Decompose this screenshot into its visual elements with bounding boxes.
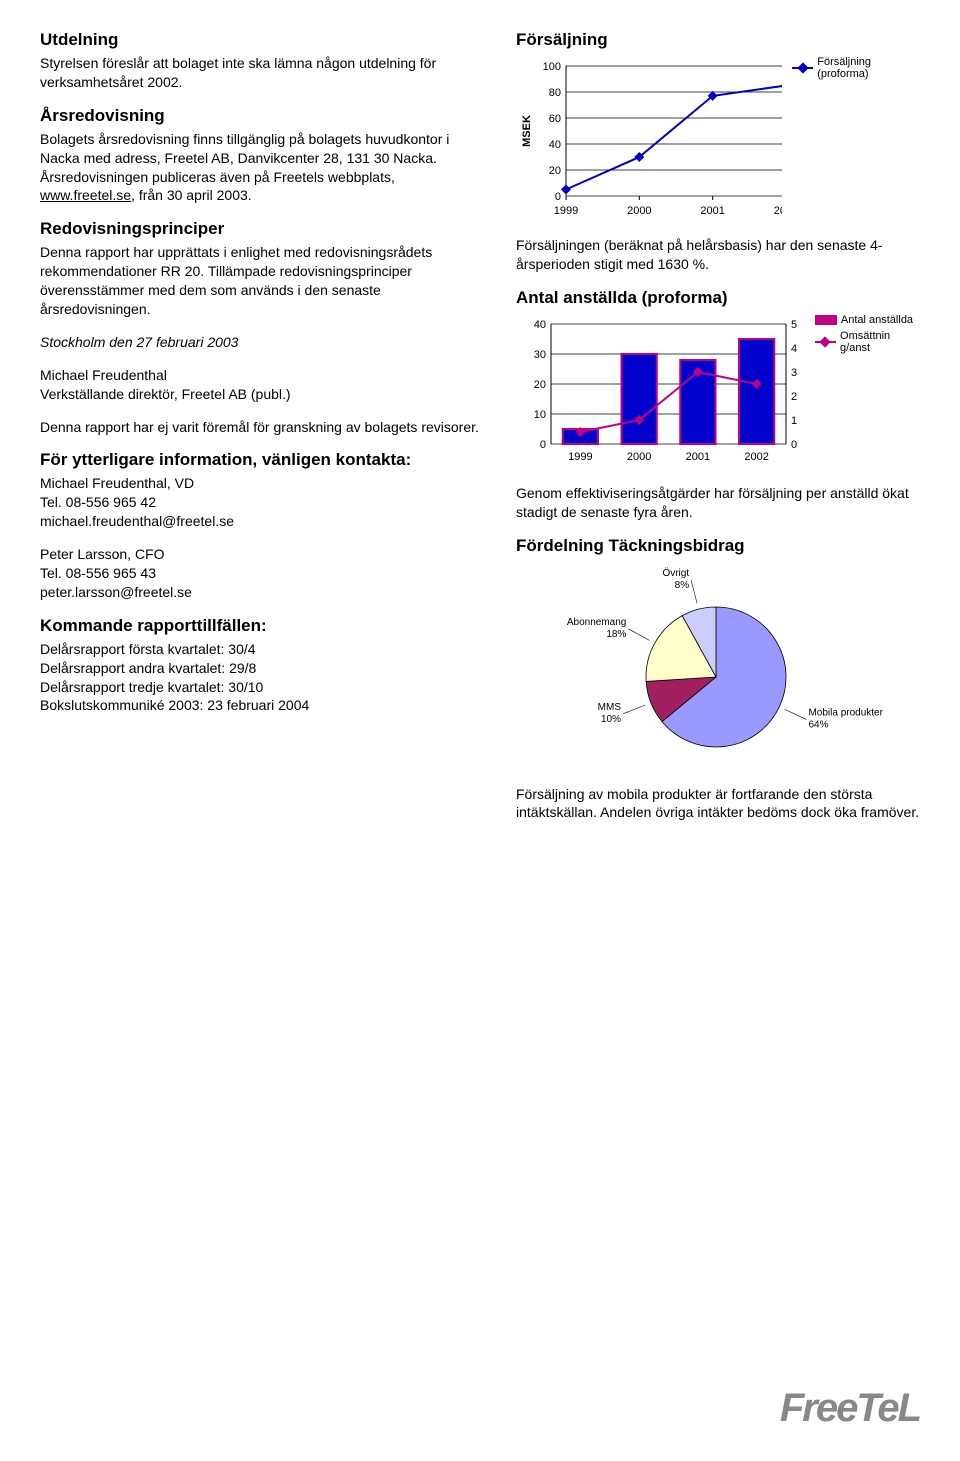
forsaljning-caption: Försäljningen (beräknat på helårsbasis) …	[516, 236, 920, 274]
svg-text:80: 80	[549, 87, 561, 99]
svg-text:1: 1	[791, 415, 797, 427]
svg-text:20: 20	[549, 165, 561, 177]
svg-text:2002: 2002	[744, 451, 768, 463]
svg-text:2002: 2002	[774, 205, 783, 217]
k1: Delårsrapport första kvartalet: 30/4	[40, 641, 256, 657]
svg-text:4: 4	[791, 343, 797, 355]
contact-2-tel: Tel. 08-556 965 43	[40, 565, 156, 581]
anstallda-legend: Antal anställda Omsättnin g/anst	[815, 314, 920, 354]
svg-text:0: 0	[791, 439, 797, 451]
svg-text:MSEK: MSEK	[521, 115, 533, 147]
bar-swatch-icon	[815, 315, 837, 325]
forsaljning-heading: Försäljning	[516, 30, 920, 50]
svg-text:0: 0	[555, 191, 561, 203]
pie-chart-svg: Mobila produkter64% MMS10% Abonnemang18% Öv…	[516, 562, 916, 772]
contact-2-mail: peter.larsson@freetel.se	[40, 584, 192, 600]
anstallda-chart: 0 10 20 30 40 0 1 2 3 4 5 1999 2000 2001 2002 Antal an…	[516, 314, 920, 474]
tackningsbidrag-heading: Fördelning Täckningsbidrag	[516, 536, 920, 556]
svg-text:Abonnemang: Abonnemang	[567, 616, 627, 627]
freetel-logo: FreeTeL	[780, 1386, 920, 1431]
signatory-block: Michael Freudenthal Verkställande direkt…	[40, 366, 480, 404]
signatory-title: Verkställande direktör, Freetel AB (publ…	[40, 386, 291, 402]
signatory-name: Michael Freudenthal	[40, 367, 167, 383]
tackningsbidrag-caption: Försäljning av mobila produkter är fortf…	[516, 785, 920, 823]
svg-text:10%: 10%	[601, 713, 621, 724]
anstallda-heading: Antal anställda (proforma)	[516, 288, 920, 308]
svg-text:10: 10	[534, 409, 546, 421]
legend-bar-label: Antal anställda	[841, 314, 913, 326]
utdelning-heading: Utdelning	[40, 30, 480, 50]
anstallda-caption: Genom effektiviseringsåtgärder har försä…	[516, 484, 920, 522]
forsaljning-chart: 0 20 40 60 80 100 1999 2000 2001 2002 MSEK Försälj…	[516, 56, 920, 226]
legend-label: Försäljning (proforma)	[817, 56, 920, 80]
svg-text:2000: 2000	[627, 451, 651, 463]
svg-text:64%: 64%	[808, 719, 828, 730]
freetel-link[interactable]: www.freetel.se	[40, 187, 131, 203]
k4: Bokslutskommuniké 2003: 23 februari 2004	[40, 697, 309, 713]
svg-text:40: 40	[549, 139, 561, 151]
contact-1-tel: Tel. 08-556 965 42	[40, 494, 156, 510]
stockholm-date: Stockholm den 27 februari 2003	[40, 333, 480, 352]
left-column: Utdelning Styrelsen föreslår att bolaget…	[40, 30, 480, 836]
red-text: Denna rapport har upprättats i enlighet …	[40, 243, 480, 319]
forsaljning-legend: Försäljning (proforma)	[792, 56, 920, 80]
arsred-text: Bolagets årsredovisning finns tillgängli…	[40, 130, 480, 206]
kommande-heading: Kommande rapporttillfällen:	[40, 616, 480, 636]
svg-text:2001: 2001	[686, 451, 710, 463]
k2: Delårsrapport andra kvartalet: 29/8	[40, 660, 256, 676]
svg-text:2: 2	[791, 391, 797, 403]
svg-text:40: 40	[534, 319, 546, 331]
logo-text: FreeTeL	[780, 1386, 920, 1430]
contact-2-name: Peter Larsson, CFO	[40, 546, 165, 562]
combo-chart-svg: 0 10 20 30 40 0 1 2 3 4 5 1999 2000 2001 2002	[516, 314, 805, 474]
svg-text:8%: 8%	[675, 580, 690, 591]
svg-text:3: 3	[791, 367, 797, 379]
right-column: Försäljning 0204060801001999200020012002…	[516, 30, 920, 836]
contact-1: Michael Freudenthal, VD Tel. 08-556 965 …	[40, 474, 480, 531]
svg-text:60: 60	[549, 113, 561, 125]
svg-text:Mobila produkter: Mobila produkter	[808, 707, 883, 718]
utdelning-text: Styrelsen föreslår att bolaget inte ska …	[40, 54, 480, 92]
not-audited-text: Denna rapport har ej varit föremål för g…	[40, 418, 480, 437]
svg-text:Övrigt: Övrigt	[662, 567, 689, 579]
svg-text:30: 30	[534, 349, 546, 361]
diamond-marker-icon	[815, 337, 836, 347]
k3: Delårsrapport tredje kvartalet: 30/10	[40, 679, 263, 695]
svg-text:18%: 18%	[606, 628, 626, 639]
svg-text:2000: 2000	[627, 205, 651, 217]
svg-text:2001: 2001	[700, 205, 724, 217]
red-heading: Redovisningsprinciper	[40, 219, 480, 239]
svg-text:20: 20	[534, 379, 546, 391]
arsred-text-2: , från 30 april 2003.	[131, 187, 252, 203]
contact-2: Peter Larsson, CFO Tel. 08-556 965 43 pe…	[40, 545, 480, 602]
contact-1-name: Michael Freudenthal, VD	[40, 475, 194, 491]
tackningsbidrag-chart: Mobila produkter64% MMS10% Abonnemang18% Öv…	[516, 562, 920, 775]
svg-text:100: 100	[543, 61, 561, 73]
svg-text:1999: 1999	[554, 205, 578, 217]
svg-text:1999: 1999	[568, 451, 592, 463]
svg-text:0: 0	[540, 439, 546, 451]
svg-text:MMS: MMS	[598, 701, 622, 712]
contact-1-mail: michael.freudenthal@freetel.se	[40, 513, 234, 529]
diamond-marker-icon	[792, 63, 813, 73]
svg-text:5: 5	[791, 319, 797, 331]
arsred-heading: Årsredovisning	[40, 106, 480, 126]
legend-line-label: Omsättnin g/anst	[840, 330, 920, 354]
kommande-list: Delårsrapport första kvartalet: 30/4 Del…	[40, 640, 480, 716]
arsred-text-1: Bolagets årsredovisning finns tillgängli…	[40, 131, 449, 185]
line-chart-svg: 0 20 40 60 80 100 1999 2000 2001 2002 MSEK	[516, 56, 782, 226]
info-heading: För ytterligare information, vänligen ko…	[40, 450, 480, 470]
